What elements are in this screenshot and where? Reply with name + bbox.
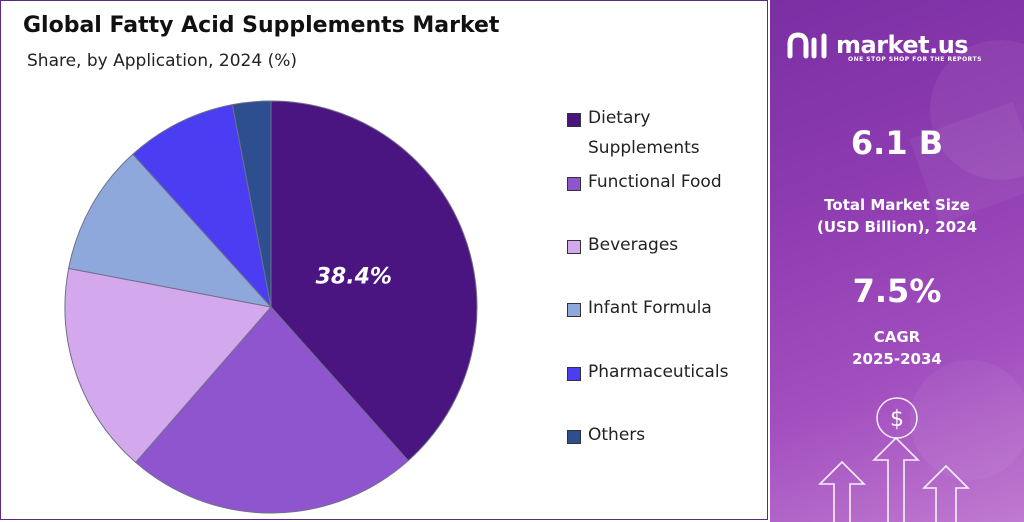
cagr-label: CAGR [873, 328, 921, 346]
pie-slice-beverages [64, 267, 272, 464]
dollar-icon: $ [890, 407, 904, 432]
legend-item-infant-formula: Infant Formula [567, 298, 712, 323]
legend-item-pharmaceuticals: Pharmaceuticals [567, 362, 728, 387]
cagr-value: 7.5% [852, 272, 942, 310]
legend-label: Dietary [588, 108, 651, 128]
legend-swatch [567, 367, 581, 381]
legend-label: Functional Food [588, 172, 722, 192]
market-us-logo-icon [787, 32, 827, 59]
market-size-sublabel: (USD Billion), 2024 [816, 218, 978, 236]
chart-title: Global Fatty Acid Supplements Market [23, 13, 500, 38]
legend-swatch [567, 303, 581, 317]
legend-item-functional-food: Functional Food [567, 172, 722, 197]
legend-item-others: Others [567, 425, 645, 450]
market-size-label: Total Market Size [824, 196, 970, 214]
legend-label: Beverages [588, 235, 679, 255]
data-label-dietary-supplements: 38.4% [316, 264, 392, 289]
cagr-period: 2025-2034 [852, 350, 942, 368]
pie-slice-pharmaceuticals [132, 104, 272, 309]
legend-label: Infant Formula [588, 298, 712, 318]
pie-slice-dietary-supplements [270, 100, 478, 462]
pie-slice-others [231, 100, 272, 308]
legend-item-dietary-supplements: Dietary Supplements [567, 108, 700, 163]
legend-label: Pharmaceuticals [588, 362, 729, 382]
legend-swatch [567, 430, 581, 444]
legend-label-line2: Supplements [588, 138, 700, 158]
summary-panel: market.us ONE STOP SHOP FOR THE REPORTS … [770, 0, 1024, 522]
brand-tagline: ONE STOP SHOP FOR THE REPORTS [848, 56, 982, 63]
brand: market.us [786, 30, 969, 60]
growth-arrows-icon: $ [818, 397, 970, 522]
market-size-value: 6.1 B [850, 124, 944, 162]
legend-swatch [567, 177, 581, 191]
legend-swatch [567, 240, 581, 254]
pie-slice-functional-food [135, 306, 409, 514]
background-decoration [909, 40, 1024, 480]
legend-label: Others [588, 425, 646, 445]
chart-subtitle: Share, by Application, 2024 (%) [27, 51, 297, 71]
pie-slice-infant-formula [68, 153, 273, 308]
chart-panel: Global Fatty Acid Supplements Market Sha… [0, 0, 768, 520]
legend-swatch [567, 113, 581, 127]
legend-item-beverages: Beverages [567, 235, 678, 260]
pie-chart: 38.4% [64, 100, 478, 514]
brand-name: market.us [836, 31, 969, 59]
